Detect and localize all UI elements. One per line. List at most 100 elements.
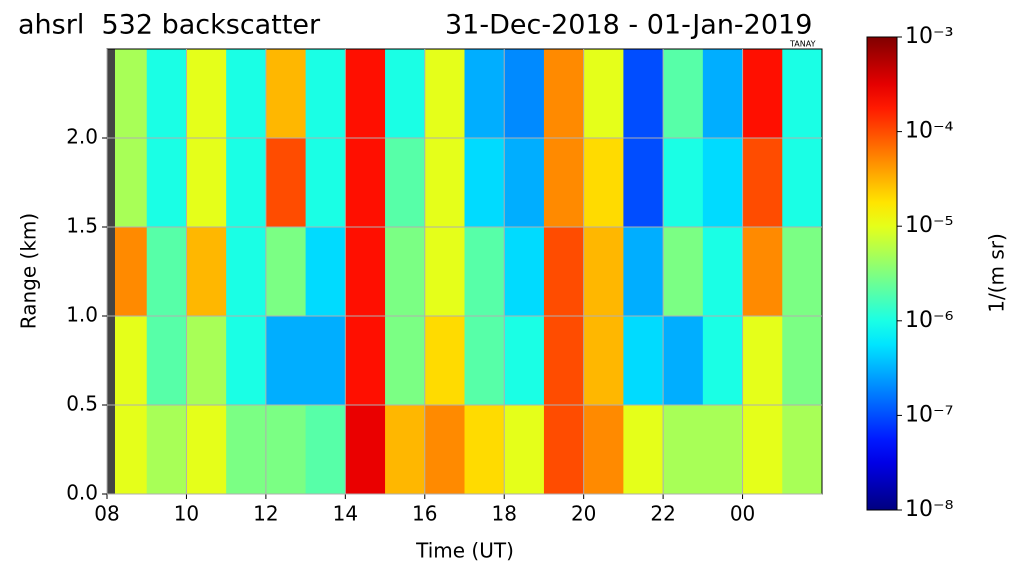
heatmap-cell: [305, 227, 346, 317]
heatmap-cell: [464, 138, 505, 228]
x-tick-label: 00: [730, 502, 755, 526]
heatmap-cell: [702, 405, 744, 495]
heatmap-cell: [186, 405, 227, 495]
heatmap-cell: [504, 49, 545, 139]
heatmap-cell: [424, 405, 465, 495]
heatmap-cell: [742, 227, 783, 317]
heatmap-cell: [115, 138, 148, 228]
heatmap-cell: [424, 138, 465, 228]
heatmap-cell: [424, 316, 465, 406]
heatmap-cell: [424, 49, 465, 139]
heatmap-cell: [385, 49, 426, 139]
colorbar-label: 1/(m sr): [985, 233, 1009, 313]
x-tick-label: 08: [94, 502, 119, 526]
heatmap-cell: [464, 49, 505, 139]
y-tick-label: 1.0: [66, 303, 98, 327]
heatmap-cell: [702, 138, 744, 228]
heatmap-cell: [663, 316, 704, 406]
heatmap-cell: [583, 227, 624, 317]
heatmap-cell: [623, 405, 664, 495]
heatmap-cell: [345, 138, 386, 228]
x-tick-label: 20: [571, 502, 596, 526]
heatmap-cell: [385, 405, 426, 495]
heatmap-cell: [146, 405, 187, 495]
heatmap-cell: [464, 316, 505, 406]
heatmap-cell: [226, 49, 267, 139]
heatmap-cell: [742, 138, 783, 228]
heatmap-cell: [543, 227, 585, 317]
heatmap-cell: [663, 138, 704, 228]
heatmap-cell: [504, 227, 545, 317]
heatmap-cell: [583, 138, 624, 228]
heatmap-cell: [782, 138, 823, 228]
heatmap-cell: [186, 227, 227, 317]
x-tick-label: 16: [412, 502, 437, 526]
heatmap-cell: [504, 405, 545, 495]
colorbar-tick-label: 10⁻⁸: [905, 497, 954, 522]
y-tick-label: 0.0: [66, 481, 98, 505]
heatmap-cell: [424, 227, 465, 317]
heatmap-cell: [504, 138, 545, 228]
chart-title: ahsrl 532 backscatter: [18, 10, 321, 41]
heatmap-cell: [663, 49, 704, 139]
heatmap-cell: [265, 49, 307, 139]
heatmap-cell: [623, 316, 664, 406]
heatmap-cell: [663, 405, 704, 495]
colorbar-tick-label: 10⁻⁵: [905, 213, 953, 238]
heatmap-cell: [345, 227, 386, 317]
heatmap-cell: [385, 316, 426, 406]
heatmap-cell: [464, 227, 505, 317]
heatmap-cell: [543, 405, 585, 495]
heatmap-cell: [305, 405, 346, 495]
heatmap-cell: [265, 405, 307, 495]
heatmap-cell: [345, 49, 386, 139]
y-tick-label: 1.5: [66, 214, 98, 238]
colorbar: [866, 36, 898, 511]
colorbar-tick-label: 10⁻⁷: [905, 402, 953, 427]
heatmap-cell: [543, 138, 585, 228]
annotation: TANAY: [789, 40, 816, 49]
heatmap-cell: [623, 138, 664, 228]
heatmap-cell: [504, 316, 545, 406]
heatmap-cell: [146, 138, 187, 228]
heatmap-cell: [115, 405, 148, 495]
heatmap-cell: [226, 138, 267, 228]
heatmap-cell: [115, 316, 148, 406]
heatmap-cell: [115, 49, 148, 139]
heatmap-cell: [345, 316, 386, 406]
heatmap-cell: [115, 227, 148, 317]
heatmap-cell: [305, 49, 346, 139]
x-tick-label: 12: [253, 502, 278, 526]
heatmap-cell: [782, 405, 823, 495]
heatmap-cell: [186, 138, 227, 228]
heatmap-cell: [226, 227, 267, 317]
colorbar-tick-label: 10⁻⁶: [905, 308, 954, 333]
heatmap-cell: [623, 227, 664, 317]
heatmap-cell: [146, 316, 187, 406]
heatmap-cell: [305, 316, 346, 406]
heatmap-cell: [742, 405, 783, 495]
heatmap-cell: [663, 227, 704, 317]
heatmap-cell: [543, 49, 585, 139]
chart-subtitle: 31-Dec-2018 - 01-Jan-2019: [445, 10, 812, 41]
heatmap-cell: [186, 316, 227, 406]
y-axis-label: Range (km): [17, 213, 41, 329]
x-tick-label: 22: [650, 502, 675, 526]
heatmap-cell: [543, 316, 585, 406]
heatmap-cell: [265, 316, 307, 406]
colorbar-tick-label: 10⁻³: [905, 24, 953, 49]
heatmap-cell: [702, 49, 744, 139]
heatmap-cell: [583, 405, 624, 495]
heatmap-cell: [345, 405, 386, 495]
heatmap-cell: [146, 49, 187, 139]
heatmap-cell: [464, 405, 505, 495]
heatmap-cell: [226, 316, 267, 406]
heatmap-cell: [385, 227, 426, 317]
heatmap-cell: [782, 316, 823, 406]
heatmap-cell: [583, 316, 624, 406]
no-data-band: [107, 49, 115, 494]
y-tick-label: 0.5: [66, 392, 98, 416]
heatmap-cell: [583, 49, 624, 139]
